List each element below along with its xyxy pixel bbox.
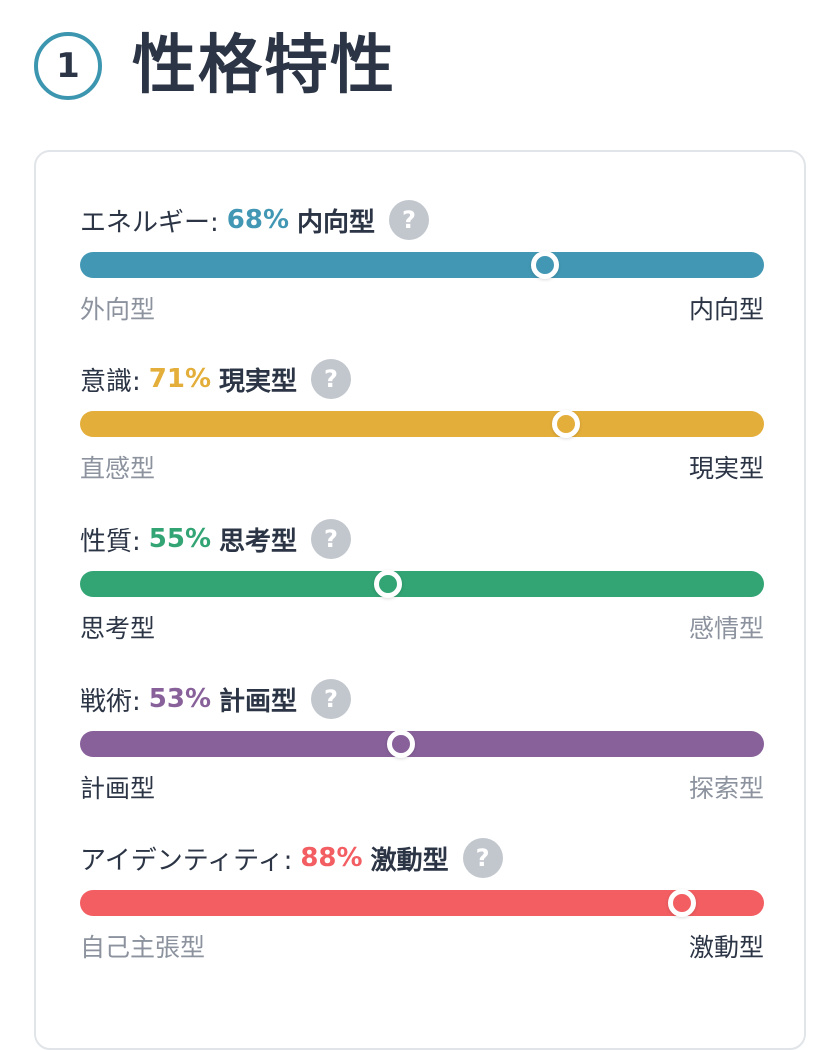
trait-type: 現実型 bbox=[219, 366, 298, 397]
trait-name: エネルギー: bbox=[80, 207, 219, 238]
trait-left-label: 思考型 bbox=[80, 614, 156, 643]
section-title: 性格特性 bbox=[132, 29, 396, 103]
section-number-badge: 1 bbox=[34, 32, 102, 100]
traits-card: エネルギー: 68% 内向型 ? 外向型 内向型 意識: 71% 現実型 ? 直… bbox=[34, 150, 806, 1050]
help-icon[interactable]: ? bbox=[311, 679, 352, 719]
help-icon[interactable]: ? bbox=[311, 519, 352, 559]
trait-name: 性質: bbox=[80, 526, 141, 557]
trait-name: アイデンティティ: bbox=[80, 845, 293, 876]
trait-slider-knob bbox=[387, 730, 416, 758]
trait-left-label: 自己主張型 bbox=[80, 933, 206, 962]
help-icon[interactable]: ? bbox=[462, 838, 503, 878]
trait-name: 戦術: bbox=[80, 686, 141, 717]
trait-type: 内向型 bbox=[297, 207, 376, 238]
trait-bar bbox=[80, 410, 764, 438]
trait-left-label: 外向型 bbox=[80, 295, 156, 324]
trait-name: 意識: bbox=[80, 366, 141, 397]
trait-type: 思考型 bbox=[219, 526, 298, 557]
section-heading: 1 性格特性 bbox=[34, 32, 396, 100]
trait-bar bbox=[80, 730, 764, 758]
trait-right-label: 激動型 bbox=[688, 933, 764, 962]
trait-percent: 71% bbox=[148, 364, 211, 394]
trait-left-label: 計画型 bbox=[80, 774, 156, 803]
trait-tactics: 戦術: 53% 計画型 ? 計画型 探索型 bbox=[80, 677, 764, 805]
trait-right-label: 内向型 bbox=[688, 295, 764, 324]
help-icon[interactable]: ? bbox=[311, 359, 352, 399]
trait-type: 激動型 bbox=[370, 845, 449, 876]
trait-bar bbox=[80, 251, 764, 279]
trait-percent: 68% bbox=[226, 205, 289, 235]
trait-percent: 53% bbox=[148, 684, 211, 714]
trait-identity: アイデンティティ: 88% 激動型 ? 自己主張型 激動型 bbox=[80, 836, 764, 964]
trait-slider-knob bbox=[551, 410, 580, 438]
trait-type: 計画型 bbox=[219, 686, 298, 717]
trait-right-label: 現実型 bbox=[688, 454, 764, 483]
trait-percent: 88% bbox=[300, 843, 363, 873]
trait-right-label: 感情型 bbox=[688, 614, 764, 643]
trait-bar bbox=[80, 570, 764, 598]
trait-slider-knob bbox=[531, 251, 560, 279]
trait-slider-knob bbox=[667, 889, 696, 917]
trait-right-label: 探索型 bbox=[688, 774, 764, 803]
trait-energy: エネルギー: 68% 内向型 ? 外向型 内向型 bbox=[80, 198, 764, 326]
trait-bar bbox=[80, 889, 764, 917]
trait-percent: 55% bbox=[148, 524, 211, 554]
trait-slider-knob bbox=[373, 570, 402, 598]
trait-nature: 性質: 55% 思考型 ? 思考型 感情型 bbox=[80, 517, 764, 645]
trait-mind: 意識: 71% 現実型 ? 直感型 現実型 bbox=[80, 357, 764, 485]
help-icon[interactable]: ? bbox=[389, 200, 430, 240]
trait-left-label: 直感型 bbox=[80, 454, 156, 483]
